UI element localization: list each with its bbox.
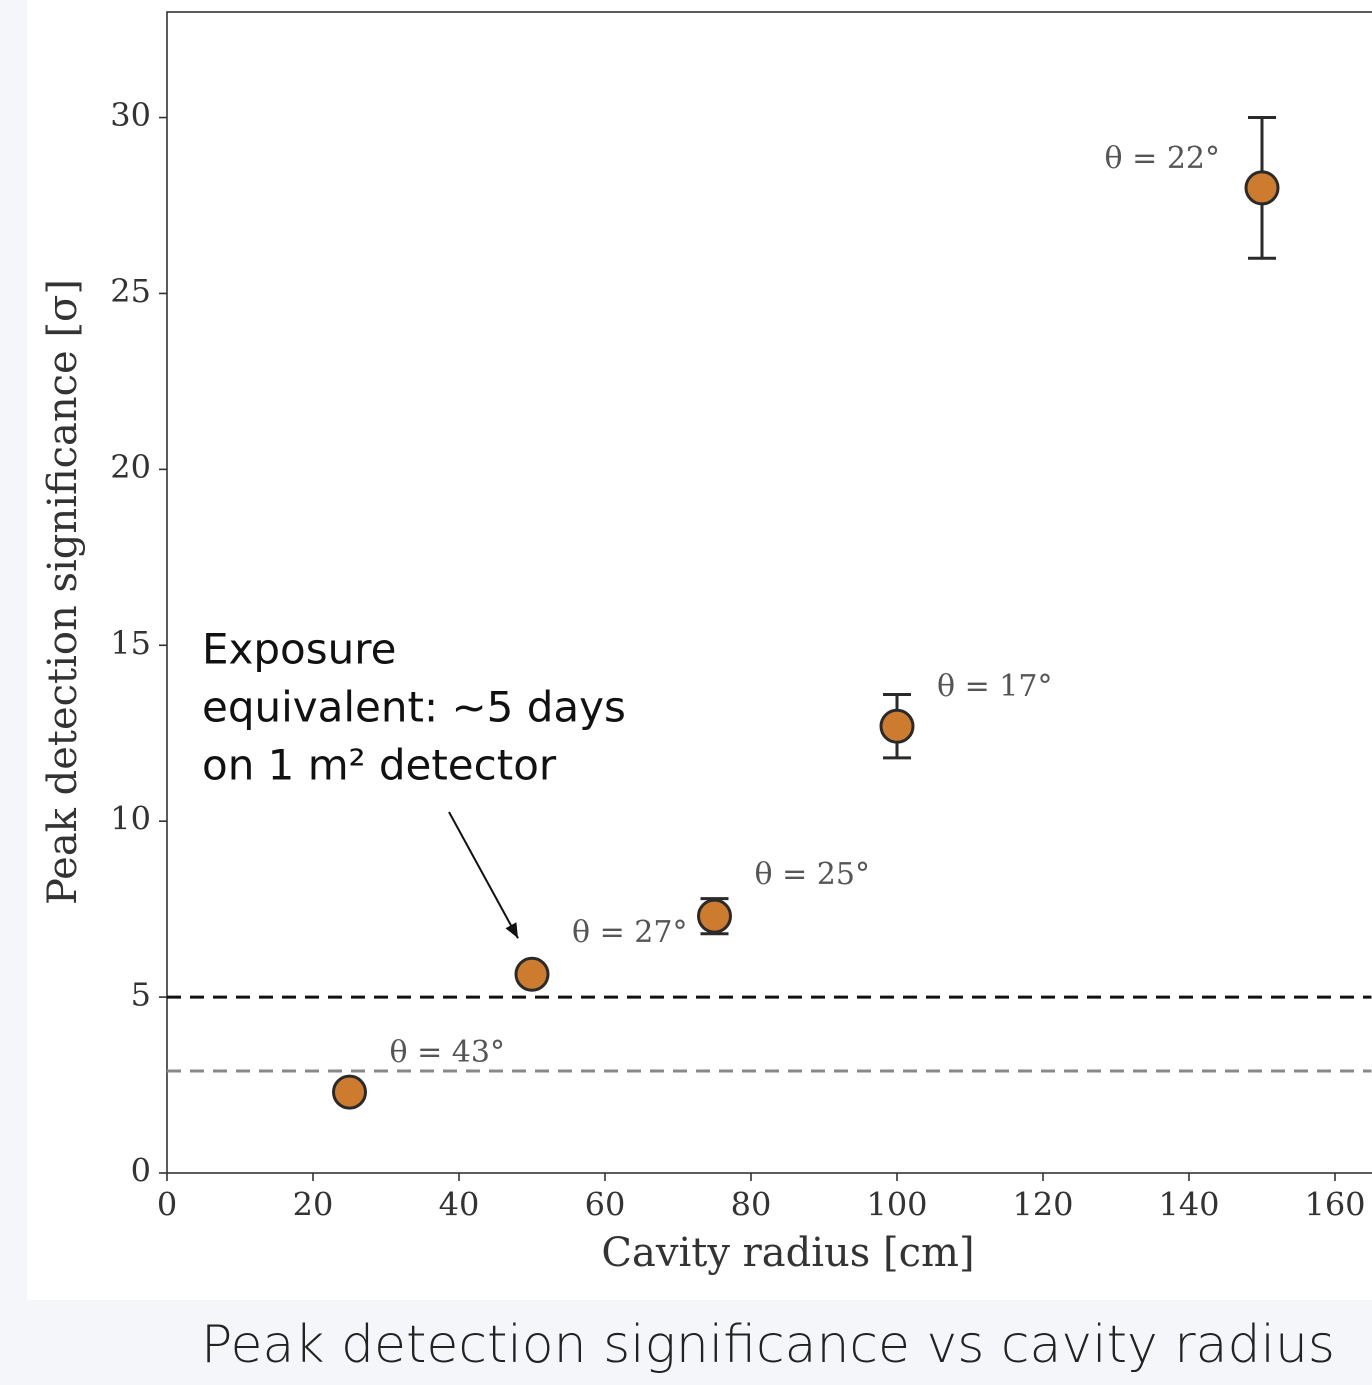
y-tick-label: 0 — [131, 1152, 151, 1190]
y-tick-label: 25 — [110, 272, 151, 310]
annotation-text: equivalent: ~5 days — [202, 683, 626, 732]
data-point — [697, 898, 732, 934]
figure-background — [27, 0, 1372, 1300]
caption: Peak detection significance vs cavity ra… — [201, 1315, 1335, 1375]
x-tick-label: 120 — [1012, 1186, 1073, 1224]
x-tick-label: 140 — [1158, 1186, 1219, 1224]
x-tick-label: 0 — [157, 1186, 177, 1224]
point-label: θ = 27° — [572, 915, 687, 950]
point-label: θ = 25° — [755, 857, 870, 892]
y-axis-label: Peak detection significance [σ] — [40, 279, 86, 905]
annotation-text: Exposure — [202, 625, 396, 674]
y-tick-label: 15 — [110, 624, 151, 662]
data-point — [1244, 170, 1280, 206]
plot-frame — [166, 11, 1372, 1174]
x-tick-label: 60 — [585, 1186, 626, 1224]
x-tick-label: 80 — [731, 1186, 772, 1224]
data-point — [332, 1074, 367, 1110]
x-tick-label: 160 — [1304, 1186, 1365, 1224]
y-tick-label: 10 — [110, 800, 151, 838]
point-label: θ = 17° — [937, 669, 1052, 704]
x-tick-label: 40 — [439, 1186, 480, 1224]
y-tick-label: 5 — [131, 976, 151, 1014]
point-label: θ = 43° — [390, 1035, 505, 1070]
point-label: θ = 22° — [1105, 141, 1220, 176]
y-tick-label: 20 — [110, 448, 151, 486]
arrow-head — [505, 922, 518, 939]
x-tick-label: 20 — [293, 1186, 334, 1224]
annotation-arrow — [448, 811, 519, 939]
x-tick-label: 100 — [866, 1186, 927, 1224]
y-tick-label: 30 — [110, 96, 151, 134]
data-point — [514, 956, 550, 992]
x-axis-label: Cavity radius [cm] — [601, 1230, 974, 1276]
annotation-text: on 1 m² detector — [202, 741, 557, 790]
data-point — [879, 708, 915, 744]
